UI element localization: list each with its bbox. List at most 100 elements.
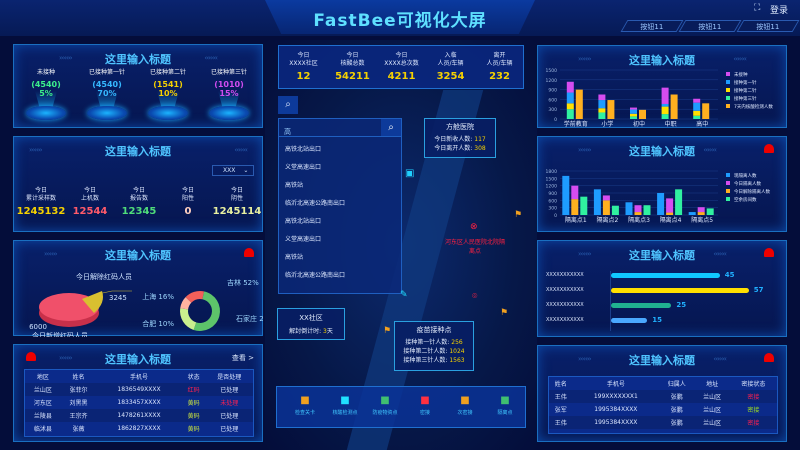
stat-item: 今日 核酸总数 54211: [335, 52, 370, 82]
isolation-marker-icon[interactable]: ⊗: [470, 222, 478, 232]
legend-swatch: [726, 88, 730, 92]
table-row[interactable]: 王伟 199XXXXXXX1 张鹏 兰山区 密接: [549, 390, 777, 403]
panel-title: 这里输入标题: [629, 145, 695, 158]
arrows-left-icon: ›››››››: [29, 146, 43, 154]
search-result-item[interactable]: 高铁北站出口: [285, 146, 322, 153]
search-result-item[interactable]: 临沂北高速公路南出口: [285, 200, 346, 207]
table-cell: 黄码: [187, 426, 200, 433]
table-cell: 1836549XXXX: [96, 383, 182, 396]
checkpoint-flag-icon[interactable]: ⚑: [383, 326, 392, 336]
column-header: 手机号: [129, 374, 148, 381]
fullscreen-icon[interactable]: ⛶: [754, 3, 761, 13]
top-button-1[interactable]: 按钮11: [620, 20, 684, 32]
secondary-contact-icon: ■: [460, 395, 470, 406]
donut-label: 石家庄 22%: [236, 314, 264, 323]
bar-segment: [566, 92, 574, 104]
search-input[interactable]: [279, 123, 379, 141]
table-row[interactable]: 临沭县 张薇 1862827XXXX 黄码 已处理: [25, 422, 253, 435]
bar-segment: [675, 189, 683, 215]
bar-segment: [634, 205, 642, 213]
table-row[interactable]: 张军 1995384XXXX 张鹏 兰山区 密接: [549, 403, 777, 416]
bar-segment: [630, 113, 637, 117]
bar-segment: [607, 100, 615, 119]
login-button[interactable]: 登录: [770, 6, 789, 16]
pie-slice-removed: [82, 291, 103, 313]
search-result-item[interactable]: 高铁站: [285, 182, 304, 189]
bar-category-label: XXXXXXXXXXX: [546, 272, 584, 278]
panel-title: 这里输入标题: [105, 145, 171, 158]
x-tick-label: 隔离点3: [628, 216, 650, 224]
table-row[interactable]: 兰山区 张菲尔 1836549XXXX 红码 已处理: [25, 383, 253, 396]
bar-segment: [571, 185, 579, 200]
legend-label: 接种第二针: [734, 87, 757, 94]
alarm-icon[interactable]: [764, 144, 774, 153]
search-result-item[interactable]: 义堂高速出口: [285, 164, 322, 171]
y-tick-label: 300: [548, 107, 557, 113]
panel-title: 这里输入标题: [629, 54, 695, 67]
contact-table: 姓名 手机号 归属人 地址 密接状态 王伟 199XXXXXXX1 张鹏 兰山区 密接 张军 1995…: [548, 376, 778, 434]
redcode-table-panel: ››››››› 这里输入标题 查看 > 地区 姓名 手机号 状态 是否处理 兰山区 张菲尔 1…: [13, 344, 263, 442]
y-tick-label: 900: [548, 88, 557, 94]
alarm-icon[interactable]: [764, 353, 774, 362]
bar-segment: [670, 94, 678, 119]
ranking-bar: [611, 318, 648, 323]
column-header: 手机号: [606, 381, 625, 388]
map-legend-item[interactable]: ■ 防疫物资点: [365, 395, 405, 416]
bar-segment: [575, 89, 583, 119]
region-select[interactable]: XXX ⌄: [212, 165, 254, 176]
x-tick-label: 隔离点2: [596, 216, 618, 224]
map-legend-item[interactable]: ■ 核酸检测点: [325, 395, 365, 416]
search-result-item[interactable]: 高铁北站出口: [285, 218, 322, 225]
map-legend-item[interactable]: ■ 次密接: [445, 395, 485, 416]
community-popup: XX社区 解封倒计时: 3天: [277, 308, 345, 340]
panel-title: 这里输入标题: [105, 249, 171, 262]
table-cell: 临沭县: [33, 426, 52, 433]
removed-label: 今日解除红码人员: [76, 272, 132, 281]
test-tube-icon[interactable]: ✎: [400, 290, 408, 300]
donut-slice: [180, 308, 197, 330]
bar-segment: [688, 212, 696, 215]
vaccine-panel: ››››››› 这里输入标题 ‹‹‹‹‹‹‹ 未接种 (4540) 5% 已接种第一针…: [13, 44, 263, 128]
column-header: 地址: [706, 381, 719, 388]
y-tick-label: 1200: [546, 184, 558, 190]
table-cell: 兰陵县: [25, 409, 61, 422]
table-row[interactable]: 兰陵县 王宗齐 1478261XXXX 黄码 已处理: [25, 409, 253, 422]
checkpoint-flag-icon[interactable]: ⚑: [500, 308, 509, 318]
location-pin-icon[interactable]: ⌾: [472, 292, 478, 302]
alarm-icon[interactable]: [764, 248, 774, 257]
table-row[interactable]: 王伟 1995384XXXX 张鹏 兰山区 密接: [549, 416, 777, 429]
table-cell: 已处理: [205, 409, 253, 422]
table-row[interactable]: 河东区 刘黑黑 1833457XXXX 黄码 未处理: [25, 396, 253, 409]
alarm-icon[interactable]: [26, 352, 36, 361]
search-toggle-button[interactable]: ⌕: [278, 96, 298, 114]
table-cell: 兰山区: [703, 407, 722, 414]
y-tick-label: 600: [548, 198, 557, 204]
map-legend-item[interactable]: ■ 密接: [405, 395, 445, 416]
hospital-marker-icon[interactable]: ▣: [405, 168, 415, 179]
testing-stat: 今日 阴性 1245114: [212, 187, 262, 217]
bar-segment: [643, 205, 651, 215]
search-button[interactable]: ⌕: [381, 119, 401, 136]
map-legend-item[interactable]: ■ 检查关卡: [285, 395, 325, 416]
redcode-table: 地区 姓名 手机号 状态 是否处理 兰山区 张菲尔 1836549XXXX 红码 已处理 河东区 刘黑…: [24, 369, 254, 437]
new-value: 6000: [29, 323, 47, 331]
search-result-item[interactable]: 高铁站: [285, 254, 304, 261]
top-button-2[interactable]: 按钮11: [678, 20, 742, 32]
x-tick-label: 高中: [696, 120, 708, 128]
bar-segment: [630, 109, 637, 114]
alarm-icon[interactable]: [244, 248, 254, 257]
legend-label: 接种第三针: [734, 95, 757, 102]
top-button-3[interactable]: 按钮11: [736, 20, 800, 32]
search-result-item[interactable]: 临沂北高速公路南出口: [285, 272, 346, 279]
bar-segment: [602, 195, 610, 201]
view-more-link[interactable]: 查看 >: [231, 354, 254, 362]
arrows-right-icon: ‹‹‹‹‹‹‹: [713, 355, 727, 363]
arrows-left-icon: ›››››››: [44, 250, 58, 258]
bar-segment: [666, 198, 674, 213]
search-result-item[interactable]: 义堂高速出口: [285, 236, 322, 243]
checkpoint-flag-icon[interactable]: ⚑: [514, 210, 523, 220]
ranking-panel: ››››››› 这里输入标题 ‹‹‹‹‹‹‹ XXXXXXXXXXX 45 XXXX…: [537, 240, 787, 337]
map-legend-item[interactable]: ■ 隔离点: [485, 395, 525, 416]
arrows-right-icon: ‹‹‹‹‹‹‹: [234, 146, 248, 154]
